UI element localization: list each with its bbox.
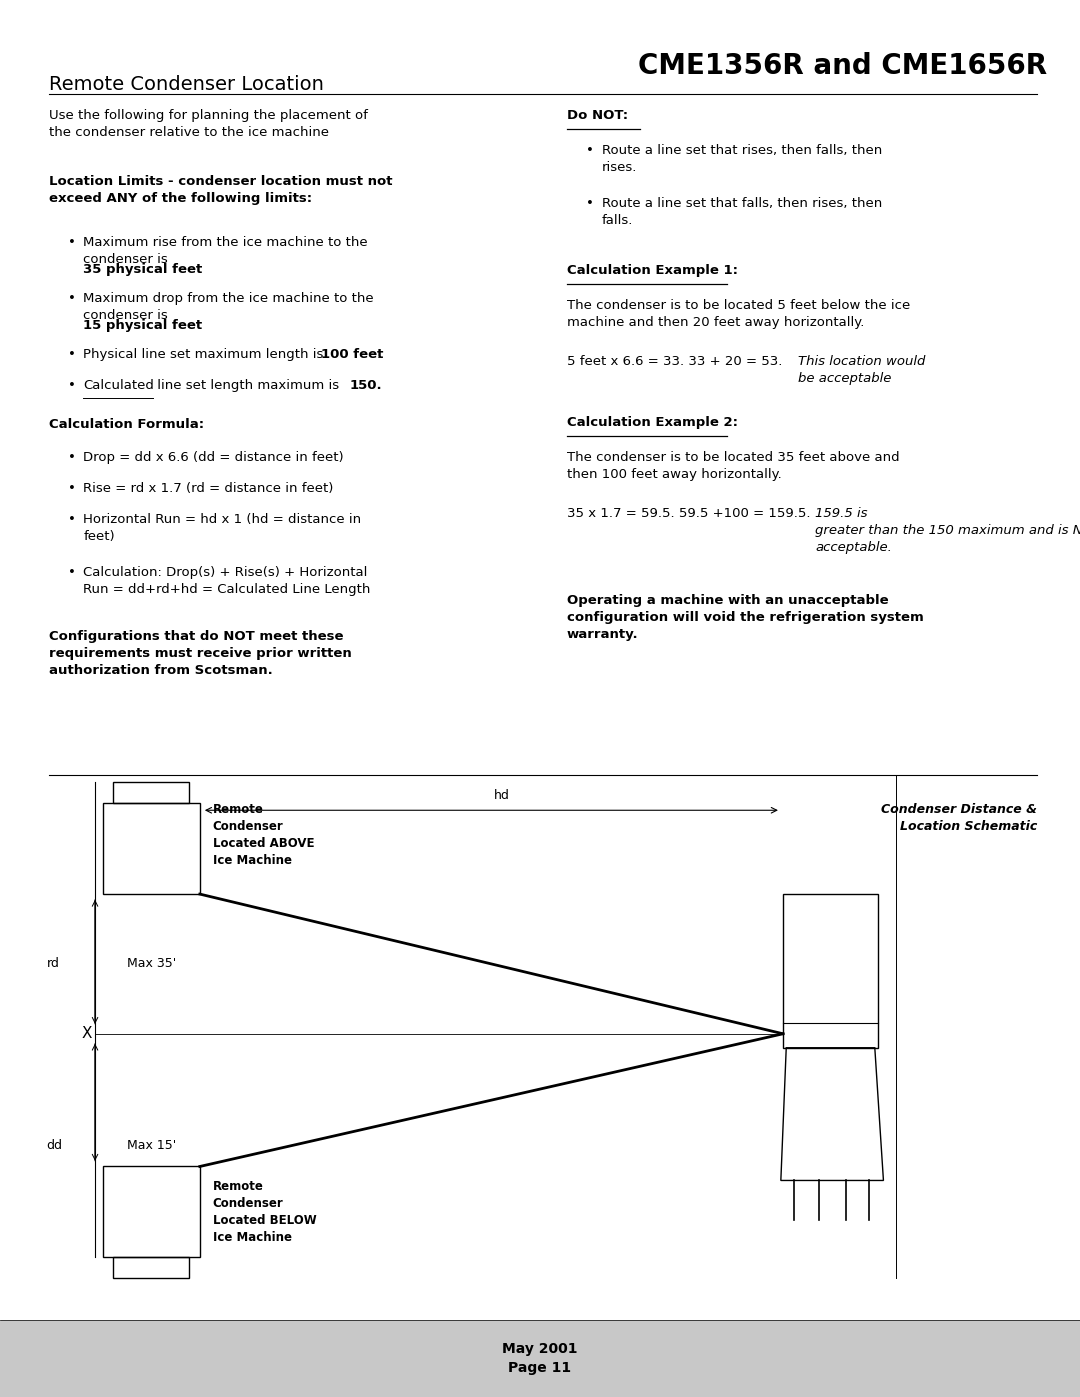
Bar — [103, 803, 200, 894]
Text: •: • — [68, 566, 76, 578]
Text: Calculation Formula:: Calculation Formula: — [49, 418, 204, 430]
Text: The condenser is to be located 5 feet below the ice
machine and then 20 feet awa: The condenser is to be located 5 feet be… — [567, 299, 910, 328]
Text: 150.: 150. — [350, 379, 382, 391]
Text: 5 feet x 6.6 = 33. 33 + 20 = 53.: 5 feet x 6.6 = 33. 33 + 20 = 53. — [567, 355, 786, 367]
Text: Rise = rd x 1.7 (rd = distance in feet): Rise = rd x 1.7 (rd = distance in feet) — [83, 482, 334, 495]
Bar — [103, 1166, 200, 1257]
Text: rd: rd — [46, 957, 59, 971]
Text: Route a line set that falls, then rises, then
falls.: Route a line set that falls, then rises,… — [602, 197, 881, 226]
Text: The condenser is to be located 35 feet above and
then 100 feet away horizontally: The condenser is to be located 35 feet a… — [567, 451, 900, 481]
Text: 35 x 1.7 = 59.5. 59.5 +100 = 159.5.: 35 x 1.7 = 59.5. 59.5 +100 = 159.5. — [567, 507, 814, 520]
Text: •: • — [68, 379, 76, 391]
Text: Maximum rise from the ice machine to the
condenser is: Maximum rise from the ice machine to the… — [83, 236, 368, 265]
Text: X: X — [81, 1027, 92, 1041]
Text: Physical line set maximum length is: Physical line set maximum length is — [83, 348, 328, 360]
Text: •: • — [586, 197, 594, 210]
Bar — [113, 1257, 189, 1278]
Text: .: . — [377, 348, 381, 360]
Text: line set length maximum is: line set length maximum is — [153, 379, 343, 391]
Text: Configurations that do NOT meet these
requirements must receive prior written
au: Configurations that do NOT meet these re… — [49, 630, 351, 678]
Text: May 2001
Page 11: May 2001 Page 11 — [502, 1343, 578, 1375]
Text: 35 physical feet: 35 physical feet — [83, 263, 202, 275]
Text: Remote
Condenser
Located ABOVE
Ice Machine: Remote Condenser Located ABOVE Ice Machi… — [213, 803, 314, 866]
Text: 100 feet: 100 feet — [321, 348, 383, 360]
Text: Horizontal Run = hd x 1 (hd = distance in
feet): Horizontal Run = hd x 1 (hd = distance i… — [83, 513, 362, 542]
Text: Remote
Condenser
Located BELOW
Ice Machine: Remote Condenser Located BELOW Ice Machi… — [213, 1180, 316, 1243]
Text: 15 physical feet: 15 physical feet — [83, 319, 202, 331]
Text: CME1356R and CME1656R: CME1356R and CME1656R — [638, 52, 1048, 80]
Text: Calculation Example 1:: Calculation Example 1: — [567, 264, 738, 277]
Text: Remote Condenser Location: Remote Condenser Location — [49, 75, 324, 95]
Text: Calculated: Calculated — [83, 379, 154, 391]
Text: •: • — [68, 482, 76, 495]
Text: •: • — [68, 292, 76, 305]
Text: Calculation: Drop(s) + Rise(s) + Horizontal
Run = dd+rd+hd = Calculated Line Len: Calculation: Drop(s) + Rise(s) + Horizon… — [83, 566, 370, 595]
Text: Do NOT:: Do NOT: — [567, 109, 629, 122]
Text: Condenser Distance &
Location Schematic: Condenser Distance & Location Schematic — [881, 803, 1037, 833]
Text: Route a line set that rises, then falls, then
rises.: Route a line set that rises, then falls,… — [602, 144, 881, 173]
Text: Calculation Example 2:: Calculation Example 2: — [567, 416, 738, 429]
Text: Max 35': Max 35' — [127, 957, 177, 971]
Text: Location Limits - condenser location must not
exceed ANY of the following limits: Location Limits - condenser location mus… — [49, 175, 392, 204]
Text: hd: hd — [495, 789, 510, 802]
Text: Maximum drop from the ice machine to the
condenser is: Maximum drop from the ice machine to the… — [83, 292, 374, 321]
Text: •: • — [68, 236, 76, 249]
Text: Use the following for planning the placement of
the condenser relative to the ic: Use the following for planning the place… — [49, 109, 367, 138]
Bar — [0, 1320, 1080, 1397]
Text: Drop = dd x 6.6 (dd = distance in feet): Drop = dd x 6.6 (dd = distance in feet) — [83, 451, 343, 464]
Text: •: • — [586, 144, 594, 156]
Text: This location would
be acceptable: This location would be acceptable — [798, 355, 926, 384]
Bar — [783, 894, 878, 1048]
Text: •: • — [68, 348, 76, 360]
Text: dd: dd — [46, 1139, 63, 1153]
Text: 159.5 is
greater than the 150 maximum and is NOT
acceptable.: 159.5 is greater than the 150 maximum an… — [815, 507, 1080, 555]
Text: •: • — [68, 513, 76, 525]
Text: Max 15': Max 15' — [127, 1139, 177, 1153]
Text: •: • — [68, 451, 76, 464]
Text: Operating a machine with an unacceptable
configuration will void the refrigerati: Operating a machine with an unacceptable… — [567, 594, 923, 641]
Bar — [113, 782, 189, 803]
